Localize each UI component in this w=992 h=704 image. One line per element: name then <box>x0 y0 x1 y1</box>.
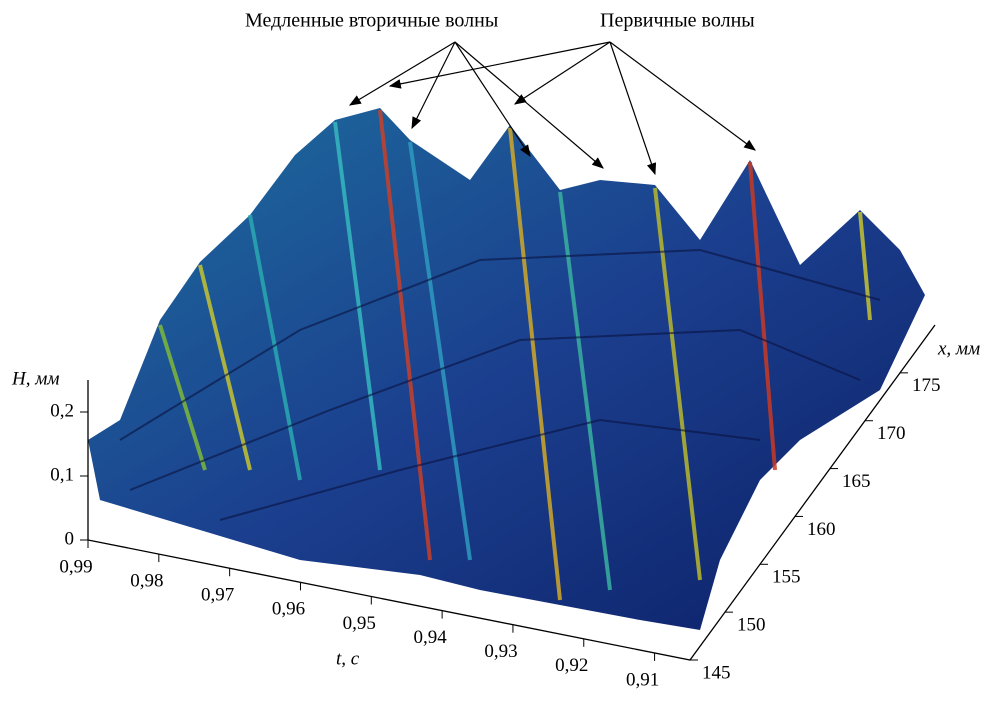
x-tick-label: 0,94 <box>413 627 447 648</box>
x-tick-label: 0,98 <box>130 570 163 591</box>
z-tick-label: 0,2 <box>50 400 74 421</box>
y-tick-label: 150 <box>737 615 766 636</box>
surface <box>88 108 925 630</box>
x-tick-label: 0,92 <box>555 655 588 676</box>
x-tick-label: 0,99 <box>59 556 92 577</box>
x-tick-label: 0,93 <box>484 641 517 662</box>
x-tick-label: 0,91 <box>626 669 659 690</box>
y-tick-label: 170 <box>877 423 906 444</box>
y-axis-label: x, мм <box>937 338 980 359</box>
y-tick-label: 155 <box>772 567 801 588</box>
x-tick-label: 0,96 <box>272 599 305 620</box>
y-tick-label: 160 <box>807 519 836 540</box>
y-tick-label: 175 <box>912 375 941 396</box>
y-tick-label: 165 <box>842 471 871 492</box>
x-tick-label: 0,97 <box>201 585 234 606</box>
z-axis-label: H, мм <box>11 368 59 389</box>
x-axis-label: t, с <box>336 648 360 669</box>
chart: Медленные вторичные волны Первичные волн… <box>0 0 992 699</box>
x-tick-label: 0,95 <box>343 613 376 634</box>
annotation: Медленные вторичные волны <box>245 10 498 32</box>
z-tick-label: 0,1 <box>50 464 74 485</box>
z-tick-label: 0 <box>65 528 75 549</box>
y-tick-label: 145 <box>702 662 731 683</box>
annotation: Первичные волны <box>600 10 755 32</box>
